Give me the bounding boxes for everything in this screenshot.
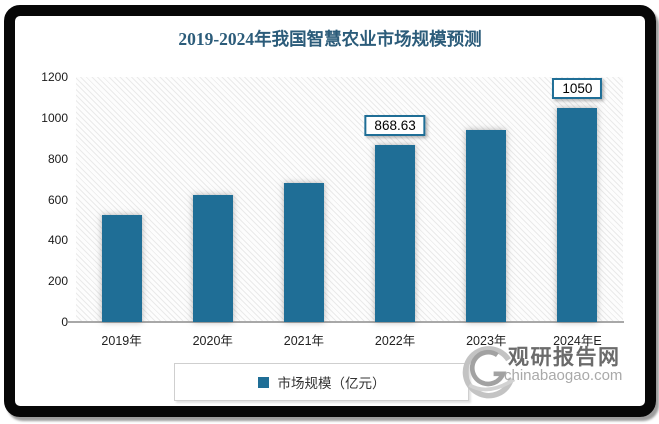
y-tick-label: 1000 [41,110,68,125]
x-category-label: 2021年 [283,334,325,348]
bar-2020年 [192,195,233,322]
y-tick-label: 1200 [41,70,68,84]
legend-color-swatch [257,376,269,388]
watermark-site: chinabaogao.com [504,367,623,384]
bar-2023年 [466,130,507,322]
x-axis-line [68,321,624,323]
watermark: 观研报告网 chinabaogao.com [460,340,650,400]
legend-label: 市场规模（亿元） [277,376,386,391]
x-category-label: 2024年E [553,334,602,348]
plot-area [76,77,623,322]
x-category-label: 2022年 [374,334,416,348]
black-rounded-frame [4,5,656,417]
y-tick-label: 600 [47,192,68,207]
watermark-brand: 观研报告网 [508,346,621,369]
bar-2021年 [283,183,324,322]
bar-2022年 [375,145,416,322]
y-tick-label: 400 [47,233,68,248]
bar-2024年E [557,108,598,322]
legend: 市场规模（亿元） [174,363,469,401]
x-category-label: 2019年 [101,334,142,348]
x-category-label: 2023年 [466,334,507,348]
y-tick-label: 0 [61,315,68,329]
x-category-label: 2020年 [192,334,233,348]
swirl-logo-icon [462,346,516,399]
bar-2019年 [101,215,142,322]
y-tick-label: 200 [47,274,68,289]
value-label: 868.63 [364,115,426,136]
chart-title: 2019-2024年我国智慧农业市场规模预测 [178,29,482,49]
value-label: 1050 [552,78,603,99]
y-tick-label: 800 [47,151,68,166]
